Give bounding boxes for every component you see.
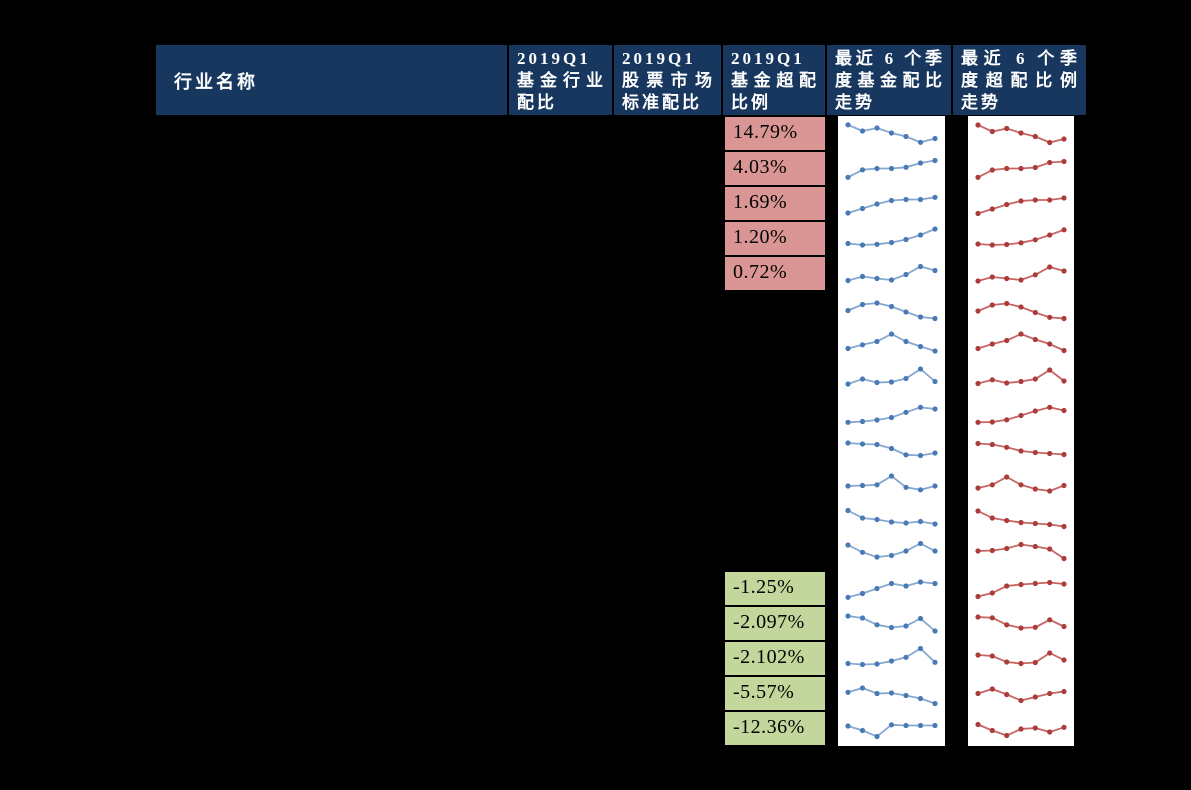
sparkline bbox=[845, 404, 938, 425]
sparkline bbox=[975, 158, 1067, 180]
sparkline bbox=[845, 366, 938, 387]
sparkline bbox=[845, 645, 938, 668]
column-header-market-standard-allocation: 2019Q1 股票市场标准配比 bbox=[614, 45, 723, 115]
over-ratio-cell bbox=[723, 327, 827, 362]
sparkline bbox=[975, 331, 1067, 354]
sparkline bbox=[845, 473, 938, 493]
over-ratio-cell: 4.03% bbox=[723, 152, 827, 187]
sparkline bbox=[845, 540, 938, 560]
fund-industry-allocation-table: 行业名称 2019Q1 基金行业配比 2019Q1 股票市场标准配比 2019Q… bbox=[156, 45, 1086, 747]
fund-allocation-trend-sparkline-column bbox=[838, 116, 945, 746]
sparkline bbox=[975, 474, 1067, 494]
sparkline bbox=[975, 195, 1067, 217]
over-ratio-cell: -1.25% bbox=[723, 572, 827, 607]
sparkline bbox=[975, 440, 1067, 458]
sparkline bbox=[845, 722, 938, 740]
over-ratio-cell bbox=[723, 502, 827, 537]
sparkline bbox=[975, 721, 1067, 739]
over-ratio-cell: -2.097% bbox=[723, 607, 827, 642]
column-header-fund-industry-allocation: 2019Q1 基金行业配比 bbox=[509, 45, 614, 115]
column-header-fund-over-allocation: 2019Q1基金超配比例 bbox=[723, 45, 827, 115]
sparkline bbox=[845, 122, 938, 145]
table-header-row: 行业名称 2019Q1 基金行业配比 2019Q1 股票市场标准配比 2019Q… bbox=[156, 45, 1086, 115]
sparkline bbox=[975, 404, 1067, 425]
over-ratio-cell bbox=[723, 362, 827, 397]
over-ratio-cell: 1.20% bbox=[723, 222, 827, 257]
column-header-fund-allocation-trend: 最近 6 个季度基金配比走势 bbox=[827, 45, 953, 115]
over-allocation-ratio-column: 14.79% 4.03% 1.69% 1.20% 0.72% -1.25% -2… bbox=[723, 115, 827, 747]
sparkline bbox=[845, 226, 938, 248]
sparkline bbox=[845, 613, 938, 634]
over-ratio-cell: -12.36% bbox=[723, 712, 827, 747]
sparkline bbox=[845, 579, 938, 600]
column-header-over-allocation-trend: 最近 6 个季度超配比例走势 bbox=[953, 45, 1086, 115]
over-ratio-cell bbox=[723, 292, 827, 327]
sparkline bbox=[975, 508, 1067, 530]
over-ratio-cell bbox=[723, 432, 827, 467]
over-ratio-cell bbox=[723, 537, 827, 572]
over-ratio-cell: 0.72% bbox=[723, 257, 827, 292]
sparkline bbox=[845, 440, 938, 459]
over-ratio-cell: 14.79% bbox=[723, 117, 827, 152]
table-body-hidden-columns bbox=[156, 115, 723, 747]
sparkline bbox=[975, 367, 1067, 387]
sparkline bbox=[975, 227, 1067, 248]
over-ratio-cell bbox=[723, 467, 827, 502]
sparkline bbox=[845, 263, 938, 284]
sparkline bbox=[975, 614, 1067, 631]
sparkline bbox=[845, 194, 938, 216]
sparkline bbox=[975, 300, 1067, 322]
column-header-industry-name: 行业名称 bbox=[156, 45, 509, 115]
over-ratio-cell: -5.57% bbox=[723, 677, 827, 712]
sparkline bbox=[845, 685, 938, 707]
over-ratio-cell bbox=[723, 397, 827, 432]
sparkline bbox=[845, 507, 938, 527]
over-ratio-cell: 1.69% bbox=[723, 187, 827, 222]
sparkline bbox=[845, 157, 938, 180]
sparkline bbox=[975, 686, 1067, 704]
over-allocation-trend-sparkline-column bbox=[968, 116, 1074, 746]
sparkline bbox=[975, 541, 1067, 562]
over-ratio-cell: -2.102% bbox=[723, 642, 827, 677]
sparkline bbox=[975, 579, 1067, 600]
sparkline bbox=[975, 650, 1067, 667]
sparkline bbox=[845, 331, 938, 354]
sparkline bbox=[975, 264, 1067, 284]
sparkline bbox=[845, 300, 938, 322]
sparkline bbox=[975, 122, 1067, 146]
